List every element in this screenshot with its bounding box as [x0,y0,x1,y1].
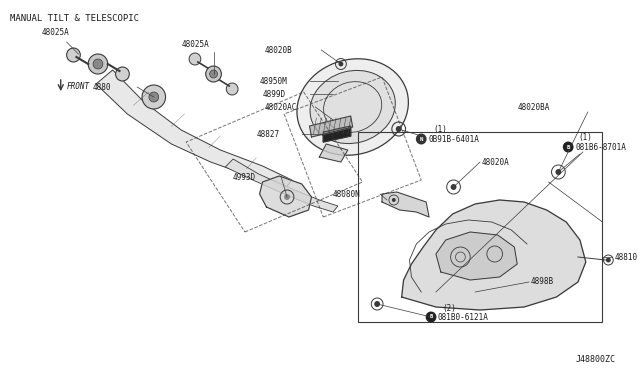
Text: 48020A: 48020A [482,157,509,167]
Text: 48025A: 48025A [41,28,69,36]
Circle shape [67,48,81,62]
Circle shape [142,85,166,109]
Circle shape [93,59,103,69]
Text: 48020BA: 48020BA [517,103,550,112]
Text: 4993D: 4993D [232,173,255,182]
Text: 48020B: 48020B [264,45,292,55]
Text: N: N [420,137,423,141]
Circle shape [149,92,159,102]
Circle shape [563,141,573,153]
Circle shape [606,257,611,263]
Text: (1): (1) [433,125,447,134]
Polygon shape [323,126,351,142]
Circle shape [189,53,201,65]
Text: B: B [429,314,433,320]
Text: FRONT: FRONT [67,81,90,90]
Text: B: B [566,144,570,150]
Text: 4899D: 4899D [262,90,285,99]
Polygon shape [319,144,348,162]
Text: MANUAL TILT & TELESCOPIC: MANUAL TILT & TELESCOPIC [10,14,139,23]
Text: 48827: 48827 [257,129,280,138]
Text: 0B91B-6401A: 0B91B-6401A [428,135,479,144]
Circle shape [416,134,427,144]
Ellipse shape [310,70,396,144]
Text: 081B6-8701A: 081B6-8701A [575,142,626,151]
Circle shape [210,70,218,78]
Polygon shape [436,232,517,280]
Ellipse shape [297,59,408,155]
Text: 48020AC: 48020AC [264,103,297,112]
Polygon shape [96,70,292,190]
Circle shape [227,83,238,95]
Circle shape [392,198,396,202]
Text: (2): (2) [443,304,457,312]
Text: 48025A: 48025A [181,39,209,48]
Circle shape [205,66,221,82]
Polygon shape [260,176,312,217]
Circle shape [116,67,129,81]
Polygon shape [382,192,429,217]
Text: 48950M: 48950M [260,77,287,86]
Text: 081B0-6121A: 081B0-6121A [438,312,489,321]
Circle shape [374,301,380,307]
Circle shape [284,194,290,200]
Circle shape [451,184,456,190]
Text: J48800ZC: J48800ZC [575,355,615,364]
Circle shape [339,61,343,67]
Text: 4898B: 4898B [531,278,554,286]
Circle shape [396,126,402,132]
Circle shape [88,54,108,74]
Text: (1): (1) [578,132,592,141]
Polygon shape [310,116,353,137]
Text: 48080N: 48080N [333,189,361,199]
Circle shape [426,311,436,323]
Text: 4880: 4880 [93,83,111,92]
Polygon shape [225,159,338,212]
Circle shape [556,169,561,175]
Polygon shape [402,200,586,310]
Text: 48810: 48810 [614,253,637,262]
